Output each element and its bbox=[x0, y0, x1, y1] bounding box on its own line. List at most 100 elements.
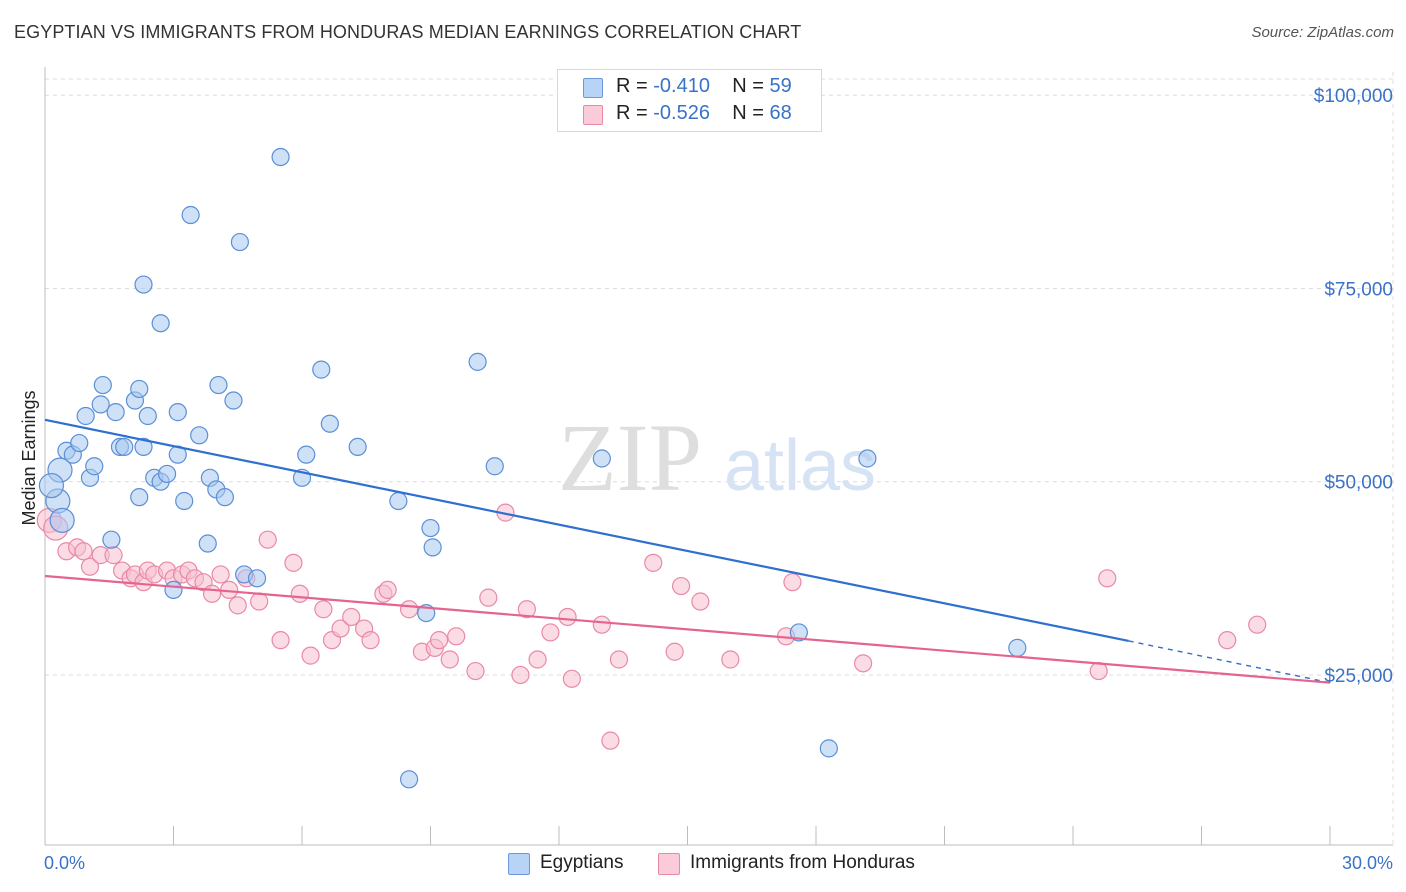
egyptians-point bbox=[93, 375, 112, 395]
honduras-point bbox=[314, 600, 333, 619]
egyptians-trend-extension bbox=[1128, 640, 1331, 684]
honduras-point bbox=[80, 557, 100, 576]
egyptians-point bbox=[130, 488, 149, 507]
zipatlas-watermark: ZIP atlas bbox=[558, 404, 876, 511]
x-tick-label-min: 0.0% bbox=[44, 853, 85, 873]
y-tick-label: $100,000 bbox=[1314, 86, 1393, 107]
legend-swatch-pink bbox=[658, 853, 680, 875]
honduras-point bbox=[609, 650, 629, 669]
egyptians-point bbox=[389, 491, 408, 511]
egyptians-trend-line bbox=[44, 418, 1129, 643]
legend-n-value: 59 bbox=[769, 75, 792, 97]
egyptians-point bbox=[224, 391, 243, 410]
legend-r-value: -0.526 bbox=[653, 102, 710, 124]
honduras-point bbox=[211, 565, 230, 584]
egyptians-point bbox=[858, 449, 877, 468]
egyptians-point bbox=[85, 457, 104, 476]
egyptians-point bbox=[209, 375, 228, 395]
honduras-point bbox=[104, 546, 123, 565]
egyptians-point bbox=[423, 538, 442, 557]
legend-r-label: R = bbox=[616, 102, 648, 124]
honduras-point bbox=[644, 553, 663, 572]
egyptians-point bbox=[157, 464, 177, 484]
egyptians-point bbox=[230, 232, 249, 252]
honduras-point bbox=[721, 650, 740, 669]
egyptians-point bbox=[592, 449, 611, 468]
honduras-point bbox=[290, 584, 309, 603]
legend-n-label: N = bbox=[732, 102, 764, 124]
source-credit: Source: ZipAtlas.com bbox=[1251, 24, 1394, 41]
egyptians-point bbox=[1008, 638, 1027, 657]
egyptians-point bbox=[151, 314, 170, 333]
honduras-point bbox=[361, 631, 380, 650]
axes bbox=[44, 67, 1393, 846]
y-tick-labels: $100,000 $75,000 $50,000 $25,000 bbox=[1314, 86, 1393, 687]
egyptians-point bbox=[215, 488, 234, 507]
egyptians-point bbox=[134, 437, 153, 457]
egyptians-point bbox=[138, 406, 157, 426]
egyptians-point bbox=[76, 406, 95, 426]
watermark-zip: ZIP bbox=[558, 404, 702, 511]
honduras-point bbox=[1089, 661, 1108, 681]
watermark-atlas: atlas bbox=[724, 426, 876, 506]
y-tick-label: $25,000 bbox=[1324, 666, 1393, 687]
egyptians-point bbox=[70, 433, 89, 453]
egyptians-point bbox=[198, 534, 217, 553]
egyptians-point bbox=[175, 491, 194, 511]
honduras-point bbox=[447, 627, 466, 646]
egyptians-point bbox=[106, 403, 125, 422]
egyptians-point bbox=[485, 457, 504, 476]
honduras-point bbox=[541, 623, 560, 642]
egyptians-point bbox=[190, 426, 209, 445]
egyptians-point bbox=[819, 739, 838, 758]
egyptians-point bbox=[38, 472, 65, 499]
honduras-point bbox=[1248, 615, 1267, 634]
legend-n-value: 68 bbox=[769, 102, 792, 124]
honduras-point bbox=[517, 600, 536, 619]
honduras-point bbox=[854, 654, 873, 673]
egyptians-point bbox=[468, 352, 487, 371]
legend-label-honduras: Immigrants from Honduras bbox=[690, 852, 915, 873]
egyptians-point bbox=[312, 360, 331, 379]
series-egyptians-points bbox=[38, 147, 1027, 789]
honduras-point bbox=[1098, 569, 1117, 588]
honduras-point bbox=[378, 580, 397, 600]
honduras-point bbox=[783, 573, 802, 592]
honduras-point bbox=[440, 650, 459, 669]
honduras-point bbox=[399, 600, 419, 619]
egyptians-point bbox=[399, 770, 419, 789]
y-tick-label: $50,000 bbox=[1324, 473, 1393, 494]
egyptians-point bbox=[421, 518, 440, 538]
y-axis-label: Median Earnings bbox=[19, 390, 39, 525]
x-tick-label-max: 30.0% bbox=[1342, 853, 1393, 873]
egyptians-point bbox=[91, 395, 110, 414]
legend-swatch-blue bbox=[508, 853, 530, 875]
honduras-point bbox=[558, 607, 577, 627]
y-tick-label: $75,000 bbox=[1324, 279, 1393, 300]
egyptians-point bbox=[134, 275, 153, 294]
legend-n-label: N = bbox=[732, 75, 764, 97]
legend-swatch-blue bbox=[583, 78, 603, 98]
honduras-point bbox=[258, 530, 277, 549]
honduras-point bbox=[1218, 631, 1237, 650]
legend-r-label: R = bbox=[616, 75, 648, 97]
egyptians-point bbox=[164, 580, 183, 600]
honduras-point bbox=[429, 631, 449, 650]
correlation-legend: R = -0.410 N = 59 R = -0.526 N = 68 bbox=[557, 69, 822, 132]
egyptians-point bbox=[320, 414, 339, 433]
egyptians-point bbox=[130, 379, 149, 399]
honduras-point bbox=[671, 576, 691, 596]
egyptians-point bbox=[297, 445, 316, 464]
egyptians-point bbox=[168, 403, 187, 422]
honduras-trend-line bbox=[44, 574, 1331, 684]
honduras-point bbox=[511, 665, 530, 685]
honduras-point bbox=[665, 642, 684, 661]
gridlines bbox=[45, 72, 1394, 845]
chart-title: EGYPTIAN VS IMMIGRANTS FROM HONDURAS MED… bbox=[14, 22, 802, 42]
honduras-point bbox=[342, 607, 361, 627]
egyptians-point bbox=[115, 437, 134, 457]
honduras-point bbox=[250, 592, 269, 611]
legend-swatch-pink bbox=[583, 105, 603, 125]
egyptians-point bbox=[181, 205, 200, 225]
